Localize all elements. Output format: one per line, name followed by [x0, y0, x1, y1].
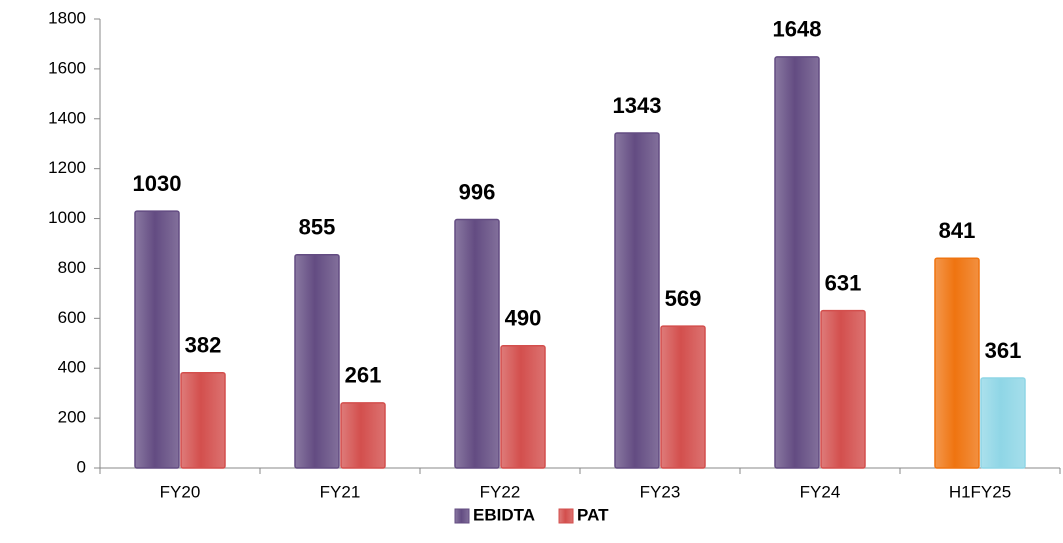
legend-swatch — [454, 508, 470, 524]
x-tick-label: FY23 — [640, 482, 681, 501]
x-tick-label: FY20 — [160, 482, 201, 501]
y-tick-label: 800 — [58, 258, 86, 277]
bar — [180, 371, 226, 469]
value-label: 1648 — [773, 17, 822, 42]
legend-label: PAT — [577, 505, 609, 524]
value-label: 1030 — [133, 171, 182, 196]
value-label: 855 — [299, 215, 336, 240]
bar — [134, 210, 180, 469]
y-tick-label: 1400 — [48, 108, 86, 127]
y-tick-label: 1000 — [48, 208, 86, 227]
bar — [660, 325, 706, 469]
value-label: 382 — [185, 333, 222, 358]
bar — [294, 253, 340, 469]
y-tick-label: 1800 — [48, 8, 86, 27]
value-label: 569 — [665, 286, 702, 311]
value-label: 490 — [505, 306, 542, 331]
y-tick-label: 600 — [58, 308, 86, 327]
value-label: 841 — [939, 218, 976, 243]
bar — [774, 56, 820, 469]
bar — [980, 377, 1026, 469]
y-tick-label: 1600 — [48, 58, 86, 77]
value-label: 996 — [459, 179, 496, 204]
bar — [934, 257, 980, 469]
value-label: 261 — [345, 363, 382, 388]
legend-label: EBIDTA — [473, 505, 535, 524]
bar — [614, 132, 660, 469]
bar — [500, 345, 546, 469]
bar — [820, 309, 866, 469]
x-tick-label: FY24 — [800, 482, 841, 501]
x-tick-label: FY21 — [320, 482, 361, 501]
y-tick-label: 200 — [58, 408, 86, 427]
value-label: 1343 — [613, 93, 662, 118]
value-label: 631 — [825, 270, 862, 295]
bar — [340, 402, 386, 469]
y-tick-label: 400 — [58, 358, 86, 377]
legend-swatch — [558, 508, 574, 524]
value-label: 361 — [985, 338, 1022, 363]
bar — [454, 218, 500, 469]
y-tick-label: 0 — [77, 457, 86, 476]
x-tick-label: FY22 — [480, 482, 521, 501]
x-tick-label: H1FY25 — [949, 482, 1011, 501]
y-tick-label: 1200 — [48, 158, 86, 177]
